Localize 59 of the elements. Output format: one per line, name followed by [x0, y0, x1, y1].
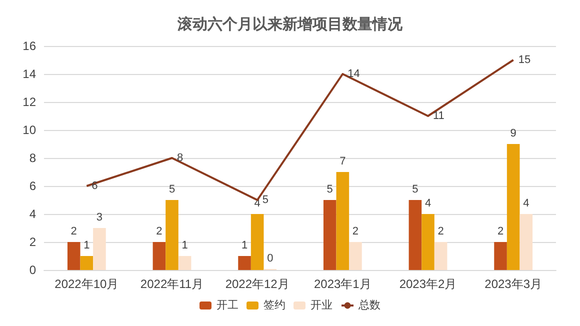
data-label: 1 — [84, 240, 90, 252]
data-label: 2 — [352, 226, 359, 238]
y-tick-label: 12 — [22, 95, 36, 109]
x-tick-label: 2023年3月 — [484, 277, 542, 291]
data-label: 2 — [156, 226, 162, 238]
data-label: 5 — [326, 184, 333, 196]
bar — [67, 242, 80, 270]
y-tick-label: 4 — [29, 207, 36, 221]
bar — [152, 242, 166, 270]
data-label: 2 — [438, 226, 444, 238]
bar — [349, 242, 362, 270]
y-tick-label: 8 — [29, 151, 36, 165]
y-tick-label: 2 — [29, 235, 36, 249]
bar — [80, 256, 94, 270]
data-label: 11 — [433, 110, 444, 122]
bar — [494, 242, 507, 270]
data-label: 14 — [348, 68, 360, 80]
bar — [178, 256, 192, 270]
y-tick-label: 14 — [22, 67, 36, 81]
data-label: 2 — [70, 226, 77, 238]
data-label: 8 — [177, 152, 184, 164]
data-label: 1 — [182, 240, 188, 252]
data-label: 7 — [340, 156, 346, 168]
data-label: 15 — [518, 54, 531, 66]
data-label: 2 — [497, 226, 504, 238]
y-tick-label: 6 — [29, 179, 36, 193]
data-label: 3 — [96, 212, 103, 224]
bar — [408, 200, 422, 270]
bar — [434, 242, 448, 270]
data-label: 0 — [267, 252, 274, 264]
bar — [250, 214, 264, 270]
y-tick-label: 16 — [22, 39, 36, 53]
bar — [506, 144, 520, 270]
data-label: 9 — [510, 128, 516, 140]
bar — [323, 200, 336, 270]
x-tick-label: 2023年1月 — [314, 277, 372, 291]
data-label: 5 — [412, 184, 418, 196]
x-tick-label: 2022年10月 — [54, 277, 119, 291]
legend-label: 签约 — [264, 300, 286, 312]
data-label: 1 — [241, 240, 248, 252]
bar — [422, 214, 434, 270]
data-label: 4 — [424, 198, 432, 210]
bar — [166, 200, 178, 270]
data-label: 5 — [262, 194, 268, 206]
bar — [336, 172, 350, 270]
chart-title: 滚动六个月以来新增项目数量情况 — [176, 15, 404, 33]
legend-label: 总数 — [358, 298, 380, 312]
legend-label: 开工 — [216, 300, 238, 312]
data-label: 5 — [168, 184, 176, 196]
legend-label: 开业 — [310, 298, 332, 312]
bar — [93, 228, 106, 270]
y-tick-label: 0 — [29, 263, 36, 277]
x-tick-label: 2023年2月 — [399, 277, 457, 291]
data-label: 4 — [523, 198, 530, 210]
bar — [520, 214, 533, 270]
x-tick-label: 2022年12月 — [225, 277, 290, 291]
x-tick-label: 2022年11月 — [140, 277, 204, 291]
y-tick-label: 10 — [22, 123, 36, 137]
bar — [238, 256, 251, 270]
